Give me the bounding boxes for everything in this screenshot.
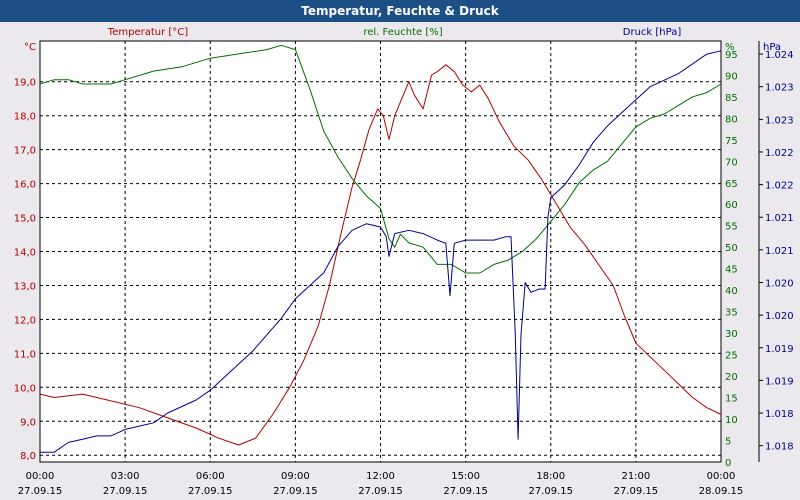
x-tick-time: 00:00 (26, 471, 55, 482)
y-tick-humidity: 45 (725, 265, 738, 276)
y-tick-humidity: 10 (725, 415, 738, 426)
x-tick-date: 27.09.15 (188, 486, 233, 497)
y-tick-humidity: 40 (725, 286, 738, 297)
x-tick-time: 09:00 (281, 471, 310, 482)
y-tick-pressure: 1.024 (765, 50, 794, 61)
y-tick-humidity: 60 (725, 200, 738, 211)
y-tick-humidity: 80 (725, 114, 738, 125)
y-tick-temperature: 13,0 (14, 281, 36, 292)
x-tick-date: 27.09.15 (614, 486, 659, 497)
y-tick-temperature: 14,0 (14, 248, 36, 259)
y-tick-temperature: 15,0 (14, 214, 36, 225)
series-label-pressure: Druck [hPa] (623, 27, 682, 38)
y-tick-pressure: 1.020 (765, 279, 794, 290)
unit-label-temperature: °C (24, 42, 36, 53)
series-line-temperature (39, 64, 722, 446)
y-tick-humidity: 70 (725, 157, 738, 168)
y-tick-pressure: 1.019 (765, 344, 794, 355)
y-tick-humidity: 0 (725, 458, 731, 469)
x-tick-date: 28.09.15 (699, 486, 744, 497)
y-tick-humidity: 65 (725, 179, 738, 190)
x-tick-date: 27.09.15 (273, 486, 318, 497)
x-tick-date: 27.09.15 (443, 486, 488, 497)
x-tick-time: 06:00 (196, 471, 225, 482)
y-tick-temperature: 17,0 (14, 146, 36, 157)
series-label-temperature: Temperatur [°C] (107, 27, 188, 38)
series-line-humidity (39, 44, 722, 274)
y-tick-temperature: 12,0 (14, 315, 36, 326)
x-tick-time: 03:00 (111, 471, 140, 482)
title-bar: Temperatur, Feuchte & Druck (0, 0, 800, 22)
y-tick-humidity: 35 (725, 308, 738, 319)
y-tick-humidity: 50 (725, 243, 738, 254)
series-label-humidity: rel. Feuchte [%] (363, 27, 442, 38)
y-tick-temperature: 18,0 (14, 112, 36, 123)
y-tick-humidity: 5 (725, 437, 731, 448)
y-tick-humidity: 30 (725, 329, 738, 340)
y-tick-pressure: 1.023 (765, 115, 794, 126)
x-tick-date: 27.09.15 (528, 486, 573, 497)
y-tick-humidity: 95 (725, 50, 738, 61)
y-tick-pressure: 1.018 (765, 442, 794, 453)
y-tick-humidity: 90 (725, 71, 738, 82)
y-tick-pressure: 1.020 (765, 311, 794, 322)
ticks: 00:00 27.09.15 03:00 27.09.15 06:00 27.09.15 0… (14, 41, 794, 497)
x-tick-time: 12:00 (366, 471, 395, 482)
unit-label-pressure: hPa (763, 42, 781, 53)
series-line-pressure (40, 50, 722, 453)
chart: 00:00 27.09.15 03:00 27.09.15 06:00 27.09.15 0… (14, 27, 794, 497)
x-tick-time: 00:00 (707, 471, 736, 482)
y-tick-pressure: 1.018 (765, 409, 794, 420)
x-tick-date: 27.09.15 (18, 486, 63, 497)
x-tick-date: 27.09.15 (358, 486, 403, 497)
y-tick-pressure: 1.022 (765, 148, 794, 159)
y-tick-humidity: 75 (725, 136, 738, 147)
y-tick-temperature: 16,0 (14, 180, 36, 191)
y-tick-temperature: 9,0 (20, 417, 36, 428)
series-lines (39, 44, 722, 453)
y-tick-temperature: 10,0 (14, 383, 36, 394)
y-tick-temperature: 11,0 (14, 349, 36, 360)
y-tick-humidity: 20 (725, 372, 738, 383)
y-tick-temperature: 8,0 (20, 451, 36, 462)
window-title: Temperatur, Feuchte & Druck (301, 4, 499, 18)
y-tick-pressure: 1.021 (765, 246, 794, 257)
grid (40, 41, 721, 462)
x-tick-time: 15:00 (451, 471, 480, 482)
x-tick-time: 21:00 (621, 471, 650, 482)
y-tick-pressure: 1.023 (765, 83, 794, 94)
y-tick-temperature: 19,0 (14, 78, 36, 89)
x-tick-date: 27.09.15 (103, 486, 148, 497)
y-tick-humidity: 25 (725, 351, 738, 362)
y-tick-pressure: 1.021 (765, 213, 794, 224)
y-tick-humidity: 85 (725, 93, 738, 104)
x-tick-time: 18:00 (536, 471, 565, 482)
y-tick-pressure: 1.019 (765, 376, 794, 387)
y-tick-humidity: 15 (725, 394, 738, 405)
unit-label-humidity: % (725, 42, 735, 53)
y-tick-pressure: 1.022 (765, 181, 794, 192)
y-tick-humidity: 55 (725, 222, 738, 233)
